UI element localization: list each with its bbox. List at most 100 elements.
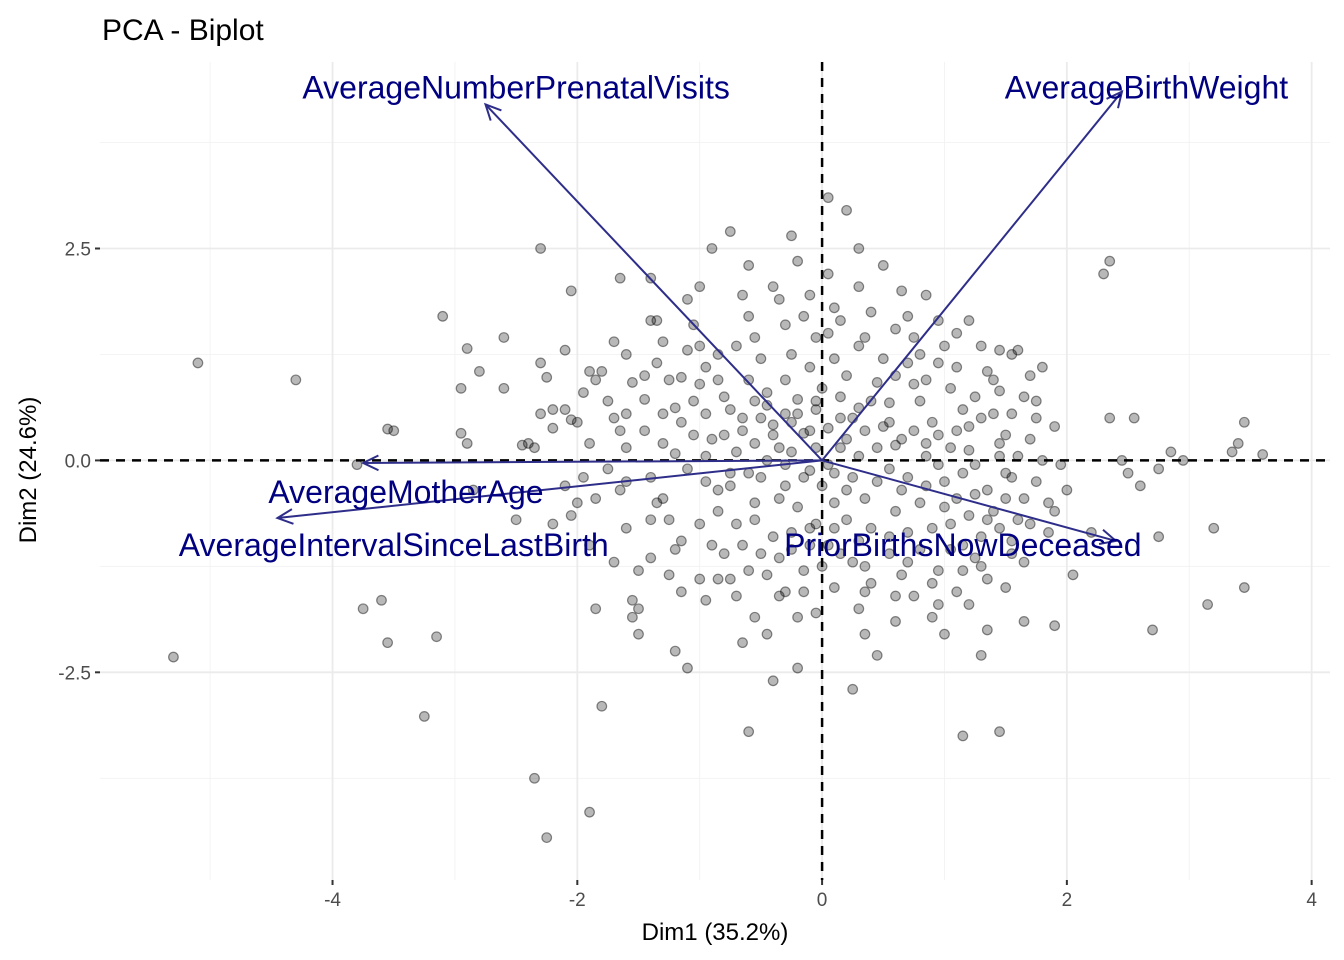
data-point: [700, 594, 712, 606]
data-point: [1024, 433, 1036, 445]
data-point: [1043, 527, 1054, 538]
data-point: [461, 438, 473, 449]
data-point: [822, 268, 834, 280]
data-point: [932, 459, 944, 471]
data-point: [957, 730, 969, 742]
data-point: [700, 361, 712, 373]
data-point: [651, 357, 663, 369]
data-point: [810, 607, 822, 619]
data-point: [828, 582, 840, 593]
data-point: [994, 450, 1005, 462]
data-point: [841, 370, 852, 382]
data-point: [890, 590, 901, 602]
data-point: [804, 425, 816, 437]
data-point: [822, 192, 834, 204]
data-point: [620, 442, 632, 454]
data-point: [914, 497, 926, 509]
data-point: [168, 651, 179, 663]
data-point: [828, 353, 840, 365]
data-point: [1153, 531, 1165, 543]
data-point: [945, 544, 956, 555]
data-point: [1030, 412, 1042, 424]
data-point: [1134, 480, 1146, 492]
data-point: [1030, 476, 1042, 487]
data-point: [779, 374, 791, 386]
data-point: [963, 315, 975, 326]
data-point: [749, 514, 761, 526]
data-point: [822, 422, 834, 434]
data-point: [822, 539, 834, 551]
data-point: [596, 700, 608, 712]
data-point: [1018, 616, 1030, 627]
data-point: [884, 548, 895, 560]
data-point: [773, 493, 785, 504]
data-point: [871, 377, 883, 388]
data-point: [663, 374, 675, 386]
data-point: [1043, 497, 1054, 509]
data-point: [1006, 349, 1018, 360]
data-point: [902, 310, 914, 322]
data-point: [816, 382, 828, 394]
data-point: [1036, 455, 1048, 466]
data-point: [467, 484, 479, 496]
data-point: [798, 586, 810, 598]
data-point: [792, 611, 804, 623]
data-point: [626, 611, 638, 623]
variable-label: PriorBirthsNowDeceased: [784, 527, 1141, 563]
data-point: [835, 548, 846, 560]
data-point: [712, 374, 724, 386]
data-point: [767, 419, 779, 431]
data-point: [749, 395, 761, 407]
data-point: [510, 514, 522, 526]
data-point: [731, 518, 742, 530]
data-point: [620, 349, 632, 360]
data-point: [969, 459, 981, 471]
data-point: [810, 404, 822, 415]
data-point: [932, 599, 944, 610]
variable-label: AverageBirthWeight: [1005, 69, 1289, 105]
data-point: [761, 628, 773, 640]
data-point: [939, 501, 950, 513]
data-point: [828, 497, 840, 509]
data-point: [1049, 421, 1061, 432]
data-point: [822, 327, 834, 339]
data-point: [871, 476, 883, 487]
data-point: [865, 522, 877, 534]
data-point: [859, 628, 871, 640]
data-point: [455, 382, 467, 394]
minor-gridlines: [100, 62, 1330, 880]
data-point: [357, 603, 369, 615]
data-point: [773, 590, 785, 602]
data-point: [988, 408, 999, 420]
data-point: [1208, 522, 1220, 534]
data-point: [755, 412, 767, 424]
data-point: [865, 306, 877, 318]
data-point: [724, 226, 736, 237]
data-point: [920, 289, 932, 301]
data-point: [981, 573, 993, 585]
data-point: [694, 340, 706, 352]
data-point: [682, 293, 693, 305]
data-point: [859, 425, 871, 437]
data-point: [351, 459, 363, 471]
data-point: [1116, 455, 1128, 466]
data-point: [578, 471, 589, 483]
data-point: [896, 569, 908, 581]
data-point: [786, 446, 797, 458]
data-point: [804, 522, 816, 534]
data-point: [914, 544, 926, 555]
data-point: [994, 344, 1005, 356]
data-point: [804, 289, 816, 301]
data-point: [1000, 493, 1012, 504]
arrow-head: [1098, 529, 1119, 545]
data-point: [724, 573, 736, 585]
data-point: [920, 374, 932, 386]
data-point: [835, 412, 846, 424]
data-point: [700, 450, 712, 462]
data-point: [1000, 467, 1012, 479]
data-point: [957, 467, 969, 479]
data-point: [706, 539, 718, 551]
data-point: [994, 726, 1005, 738]
data-point: [688, 429, 699, 441]
data-point: [786, 230, 797, 242]
